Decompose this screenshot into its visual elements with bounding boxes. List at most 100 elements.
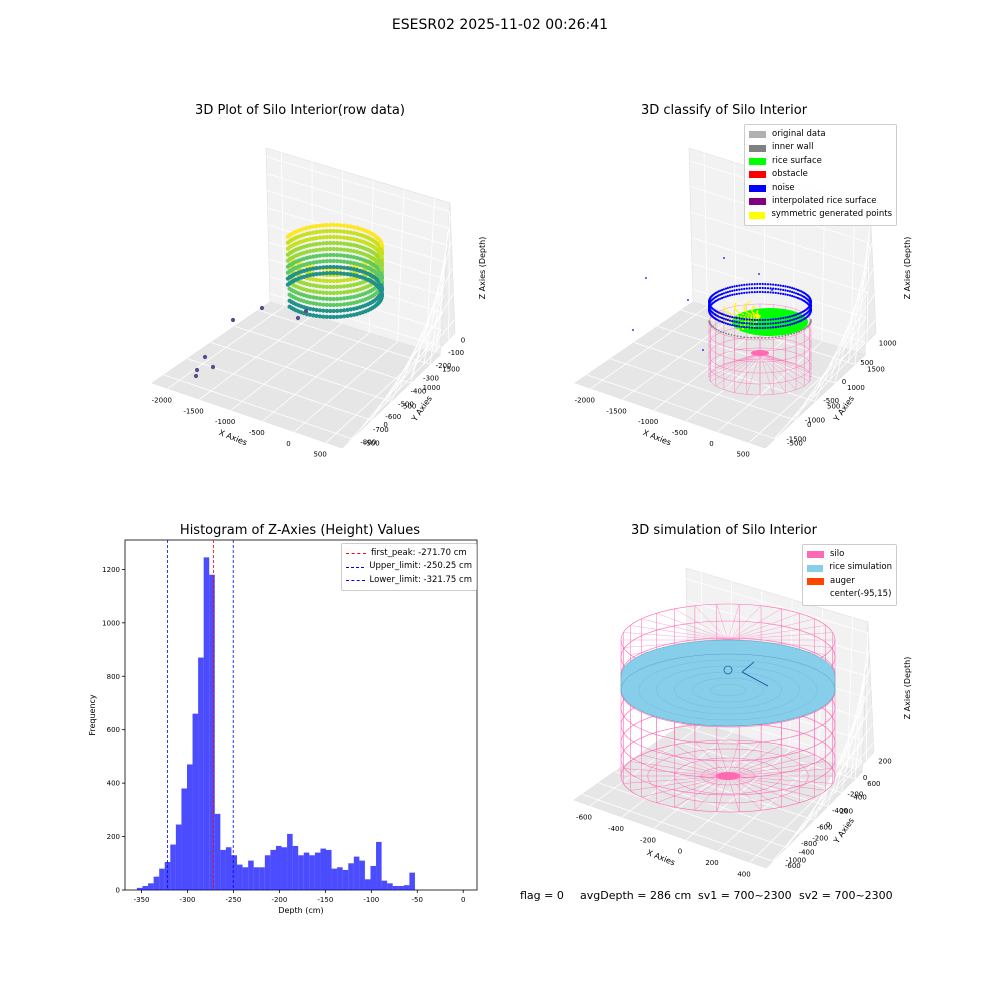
p2-noise-point: [750, 326, 754, 329]
p2-outlier-noise: [723, 257, 725, 259]
p1-point: [335, 241, 340, 246]
p2-symmetric-point: [755, 314, 758, 317]
p2-noise-point: [786, 324, 789, 327]
p2-noise-point: [761, 322, 764, 326]
p1-point: [345, 277, 350, 282]
p2-z-tick-label: -1500: [786, 435, 806, 443]
p2-noise-point: [774, 322, 777, 325]
p2-noise-point: [798, 320, 801, 323]
p1-point: [314, 230, 319, 235]
p2-floor-spoke: [759, 352, 810, 373]
p1-point: [379, 285, 384, 290]
p1-point: [311, 289, 316, 294]
p2-noise-point: [722, 288, 726, 291]
p1-point: [311, 307, 316, 312]
p2-x-tick-label: -1000: [638, 418, 658, 426]
p3-histogram-bar: [331, 868, 338, 890]
p2-noise-point: [766, 287, 770, 290]
p2-noise-point: [724, 314, 728, 317]
p2-noise-point: [798, 297, 801, 300]
p1-point: [338, 229, 343, 234]
p2-symmetric-point: [743, 316, 746, 318]
p2-floor-spoke: [759, 352, 805, 369]
p1-point: [314, 224, 319, 229]
p4-floor-center: [716, 772, 740, 780]
p3-histogram-bar: [175, 824, 182, 890]
p2-grid-z: [691, 263, 867, 420]
p2-symmetric-point: [737, 311, 740, 314]
p1-point: [379, 267, 384, 272]
p2-noise-point: [728, 323, 732, 326]
p1-x-tick-label: -2000: [152, 396, 172, 404]
p2-noise-point: [798, 289, 801, 292]
p3-y-tick-label: 600: [107, 726, 120, 734]
p2-symmetric-point: [752, 306, 754, 309]
p1-point: [328, 240, 333, 246]
p2-noise-point: [758, 322, 762, 326]
p3-histogram-bar: [303, 852, 310, 890]
p1-point: [345, 266, 350, 271]
p2-floor-spoke: [759, 352, 774, 395]
p1-point: [335, 259, 340, 264]
p2-noise-point: [753, 287, 756, 290]
p4-y-tick-label: 600: [867, 780, 880, 788]
p2-noise-point: [761, 286, 764, 290]
p1-point: [335, 223, 340, 228]
p2-noise-point: [735, 324, 738, 328]
p2-noise-point: [748, 291, 751, 294]
p1-point: [351, 276, 356, 281]
p1-point: [379, 255, 384, 260]
p3-legend-item: Lower_limit: -321.75 cm: [346, 574, 472, 587]
p1-point: [342, 235, 347, 240]
p2-symmetric-point: [743, 324, 746, 326]
p1-point: [331, 278, 336, 284]
p1-floor: [151, 301, 441, 449]
p1-point: [348, 266, 353, 271]
p1-point: [331, 252, 336, 258]
p2-z-axis-label: Z Axies (Depth): [903, 237, 912, 300]
p2-noise-point: [766, 291, 770, 294]
p1-point: [342, 265, 347, 270]
p3-histogram-bar: [409, 872, 415, 890]
p2-noise-point: [724, 295, 728, 298]
p1-point: [348, 248, 353, 253]
p2-noise-point: [764, 318, 767, 321]
p1-point: [379, 279, 384, 284]
p1-point: [328, 252, 333, 258]
p1-grid-y: [258, 309, 431, 365]
p1-point: [351, 282, 356, 287]
p2-noise-point: [769, 287, 772, 290]
p1-point: [321, 265, 326, 270]
p3-histogram-bar: [359, 860, 365, 890]
p2-legend-swatch: [749, 184, 766, 192]
p2-noise-point: [777, 292, 780, 295]
p2-floor-center: [751, 350, 769, 356]
p3-histogram-bar: [403, 885, 410, 890]
p2-noise-point: [782, 320, 785, 324]
p2-noise-point: [784, 316, 787, 319]
p1-point: [314, 242, 319, 247]
p2-inner-wall-point: [743, 336, 746, 338]
p3-histogram-bar: [292, 845, 299, 890]
p2-grid-z: [690, 211, 869, 382]
p2-floor-spoke: [715, 352, 761, 387]
p4-roof-spoke: [727, 613, 800, 641]
p3-x-tick-label: -250: [226, 896, 242, 904]
p3-x-tick-label: -350: [134, 896, 150, 904]
p2-legend-label: rice surface: [772, 155, 822, 166]
p2-noise-point: [769, 322, 772, 325]
p2-y-tick-label: -500: [787, 440, 803, 448]
p2-symmetric-point: [728, 312, 731, 315]
p1-point: [314, 295, 319, 300]
p2-noise-point: [772, 291, 775, 294]
p1-point: [335, 284, 340, 289]
p4-rice-mesh: [709, 683, 747, 697]
p2-noise-point: [791, 286, 794, 290]
p2-noise-point: [809, 304, 813, 307]
p4-y-tick-label: -200: [812, 835, 828, 843]
p4-x-axis-label: X Axies: [646, 848, 677, 867]
p3-histogram-bar: [136, 887, 143, 890]
p4-z-tick-label: -1000: [786, 857, 806, 865]
panel4-legend: silo rice simulation auger center(-95,15): [802, 544, 897, 606]
p1-point: [328, 296, 333, 302]
